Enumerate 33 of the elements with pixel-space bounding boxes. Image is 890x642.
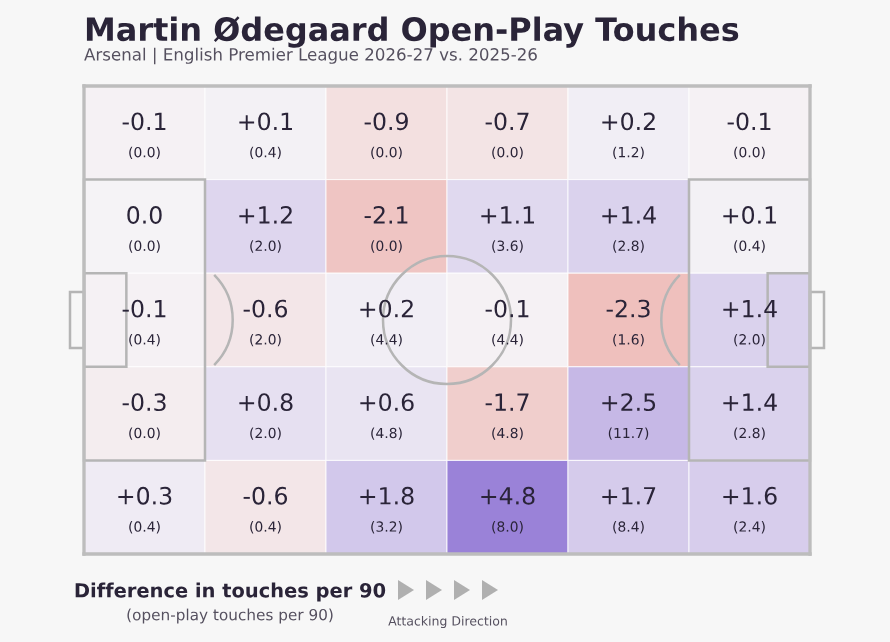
data-label: +0.2 xyxy=(360,299,413,318)
data-label: 0.0 xyxy=(127,206,162,224)
data-label: -2.3 xyxy=(606,299,650,318)
data-label: +0.6 xyxy=(360,393,414,412)
text: Difference in touches per 90 xyxy=(75,582,386,602)
data-label: -2.1 xyxy=(364,206,408,224)
data-label: +0.2 xyxy=(602,112,655,131)
data-label: +0.1 xyxy=(239,112,292,131)
data-label: -0.6 xyxy=(243,299,288,318)
data-label: -0.6 xyxy=(243,486,288,505)
data-label: +0.8 xyxy=(239,393,293,412)
data-label: +1.4 xyxy=(723,393,777,411)
data-label: +1.7 xyxy=(602,487,656,505)
data-label: -0.9 xyxy=(364,112,408,131)
data-label: +1.2 xyxy=(239,206,292,224)
data-label: -0.1 xyxy=(122,299,166,318)
data-label: -0.1 xyxy=(122,112,166,131)
data-label: -0.3 xyxy=(122,393,166,412)
data-label: +1.4 xyxy=(602,206,656,224)
data-label: +2.5 xyxy=(602,393,656,412)
data-label: -1.7 xyxy=(485,393,529,411)
chart-title: Martin Ødegaard Open-Play Touches xyxy=(86,16,739,48)
data-label: +1.6 xyxy=(723,486,777,505)
data-label: +1.4 xyxy=(723,299,777,318)
data-label: +4.8 xyxy=(481,486,535,505)
data-label: +0.1 xyxy=(723,206,776,224)
data-label: -0.1 xyxy=(727,112,771,131)
data-label: -0.1 xyxy=(485,299,529,318)
chart-subtitle: Arsenal | English Premier League 2026-27 vs. 2025-26 xyxy=(84,47,537,65)
data-label: +0.3 xyxy=(118,486,172,505)
data-label: -0.7 xyxy=(485,112,529,131)
data-label: +1.8 xyxy=(360,486,414,505)
data-label: +1.1 xyxy=(481,206,534,224)
